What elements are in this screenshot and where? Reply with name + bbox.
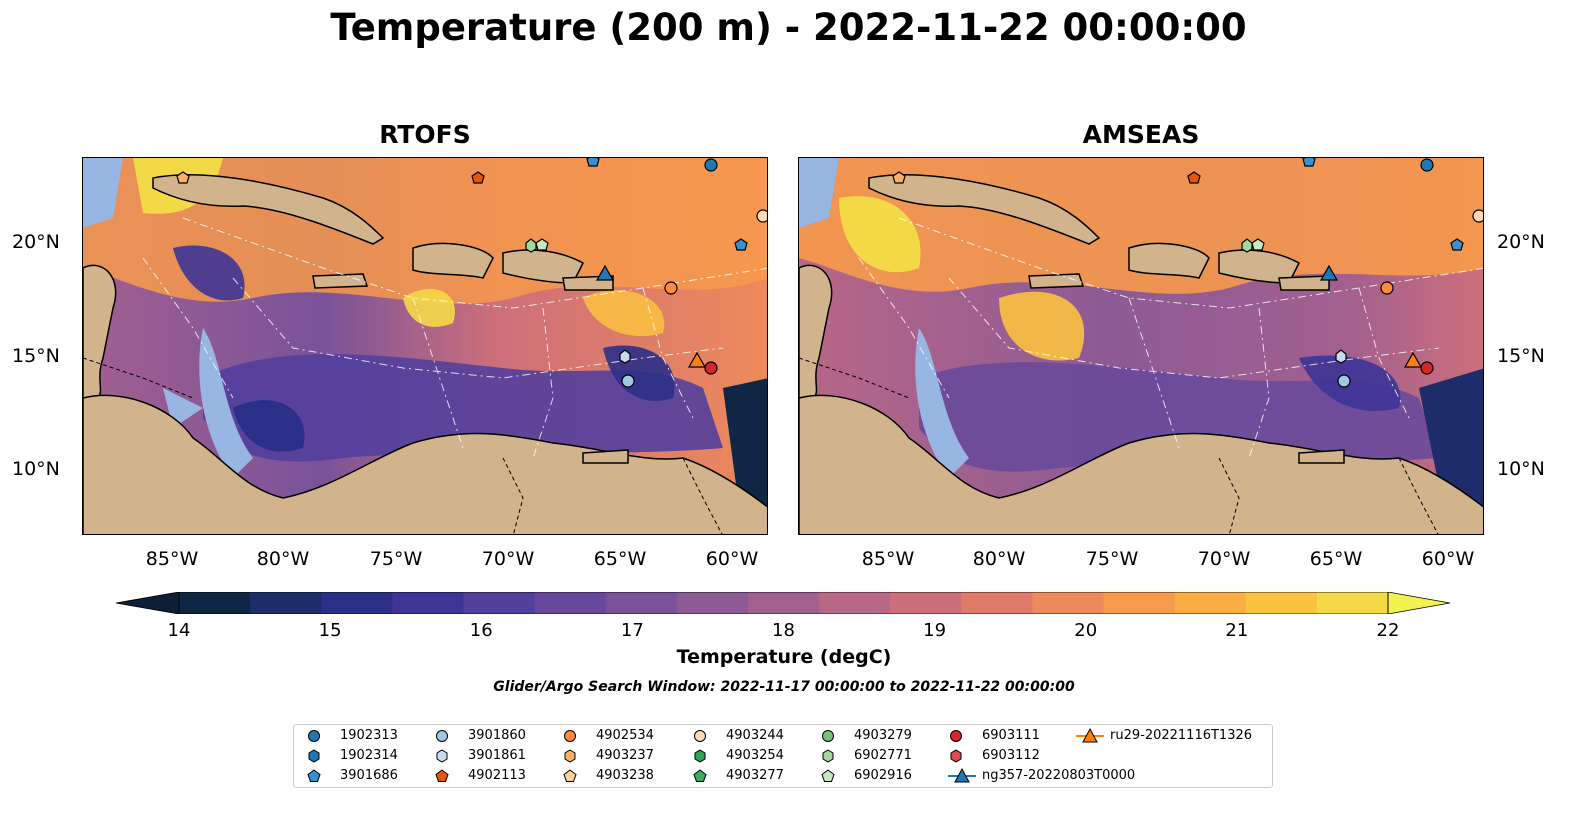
colorbar-tick-label: 21 — [1225, 620, 1249, 641]
hexagon-marker-icon — [308, 749, 320, 763]
colorbar-bin — [961, 592, 1034, 614]
colorbar-bin — [676, 592, 749, 614]
lat-tick-label: 15°N — [1497, 345, 1545, 367]
lat-tick-label: 15°N — [12, 345, 60, 367]
legend-label: 4903254 — [726, 748, 784, 763]
colorbar-bin — [179, 592, 251, 614]
legend-label: 3901686 — [340, 768, 398, 783]
lon-tick-label: 80°W — [972, 548, 1026, 570]
map-canvas-amseas — [799, 158, 1483, 534]
hexagon-marker-icon — [694, 749, 706, 763]
legend-label: 6902916 — [854, 768, 912, 783]
legend-label: 3901861 — [468, 748, 526, 763]
colorbar-tick-label: 16 — [469, 620, 493, 641]
map-panel-rtofs — [82, 157, 768, 535]
hexagon-marker-icon — [564, 749, 576, 763]
lon-tick-label: 80°W — [256, 548, 310, 570]
colorbar-bin — [1316, 592, 1389, 614]
colorbar-bin — [1245, 592, 1318, 614]
colorbar-tick-label: 17 — [620, 620, 644, 641]
colorbar-bin — [463, 592, 536, 614]
colorbar-bin — [1032, 592, 1105, 614]
lat-tick-label: 10°N — [12, 458, 60, 480]
lon-tick-label: 65°W — [1309, 548, 1363, 570]
lon-tick-label: 85°W — [145, 548, 199, 570]
colorbar-tick-label: 19 — [923, 620, 947, 641]
circle-marker-icon — [950, 730, 962, 742]
legend: 1902313 1902314 3901686 3901860 3901861 49021… — [293, 724, 1273, 788]
hexagon-marker-icon — [950, 749, 962, 763]
colorbar-tick-label: 22 — [1376, 620, 1400, 641]
hexagon-marker-icon — [822, 749, 834, 763]
colorbar-label: Temperature (degC) — [676, 646, 892, 668]
colorbar-bin — [890, 592, 962, 614]
pentagon-marker-icon — [821, 769, 835, 782]
lat-tick-label: 20°N — [1497, 231, 1545, 253]
colorbar-bin — [605, 592, 678, 614]
legend-label: 6902771 — [854, 748, 912, 763]
legend-label: ru29-20221116T1326 — [1110, 728, 1253, 743]
lon-tick-label: 70°W — [481, 548, 535, 570]
colorbar-extend-high — [1387, 592, 1451, 614]
legend-label: 4902113 — [468, 768, 526, 783]
pentagon-marker-icon — [693, 769, 707, 782]
colorbar-bin — [534, 592, 607, 614]
colorbar-bin — [1103, 592, 1176, 614]
colorbar-bin — [321, 592, 393, 614]
colorbar — [116, 592, 1451, 614]
search-window-note: Glider/Argo Search Window: 2022-11-17 00… — [493, 679, 1075, 695]
colorbar-bin — [392, 592, 465, 614]
colorbar-tick-label: 15 — [318, 620, 342, 641]
pentagon-marker-icon — [563, 769, 577, 782]
legend-label: 4903237 — [596, 748, 654, 763]
colorbar-extend-low — [116, 592, 180, 614]
colorbar-bin — [1174, 592, 1247, 614]
legend-label: 4903279 — [854, 728, 912, 743]
pentagon-marker-icon — [435, 769, 449, 782]
legend-label: 4902534 — [596, 728, 654, 743]
lon-tick-label: 75°W — [1085, 548, 1139, 570]
map-canvas-rtofs — [83, 158, 767, 534]
panel-title-amseas: AMSEAS — [1082, 120, 1200, 149]
map-panel-amseas — [798, 157, 1484, 535]
lon-tick-label: 65°W — [593, 548, 647, 570]
circle-marker-icon — [308, 730, 320, 742]
lon-tick-label: 75°W — [369, 548, 423, 570]
panel-title-rtofs: RTOFS — [379, 120, 471, 149]
pentagon-marker-icon — [307, 769, 321, 782]
circle-marker-icon — [694, 730, 706, 742]
lat-tick-label: 10°N — [1497, 458, 1545, 480]
circle-marker-icon — [564, 730, 576, 742]
circle-marker-icon — [822, 730, 834, 742]
lon-tick-label: 85°W — [861, 548, 915, 570]
lat-tick-label: 20°N — [12, 231, 60, 253]
colorbar-tick-label: 18 — [772, 620, 795, 641]
legend-label: 6903111 — [982, 728, 1040, 743]
triangle-line-marker-icon — [948, 767, 976, 783]
legend-label: 1902313 — [340, 728, 398, 743]
lon-tick-label: 70°W — [1197, 548, 1251, 570]
legend-label: 4903277 — [726, 768, 784, 783]
colorbar-tick-label: 20 — [1074, 620, 1098, 641]
circle-marker-icon — [436, 730, 448, 742]
colorbar-bin — [747, 592, 820, 614]
figure-title: Temperature (200 m) - 2022-11-22 00:00:0… — [330, 6, 1247, 49]
colorbar-bin — [819, 592, 891, 614]
lon-tick-label: 60°W — [705, 548, 759, 570]
colorbar-bin — [250, 592, 322, 614]
legend-label: 4903244 — [726, 728, 784, 743]
lon-tick-label: 60°W — [1421, 548, 1475, 570]
hexagon-marker-icon — [436, 749, 448, 763]
legend-label: 1902314 — [340, 748, 398, 763]
colorbar-tick-label: 14 — [167, 620, 191, 641]
legend-label: 3901860 — [468, 728, 526, 743]
legend-label: 6903112 — [982, 748, 1040, 763]
triangle-line-marker-icon — [1076, 727, 1104, 743]
legend-label: 4903238 — [596, 768, 654, 783]
legend-label: ng357-20220803T0000 — [982, 768, 1136, 783]
